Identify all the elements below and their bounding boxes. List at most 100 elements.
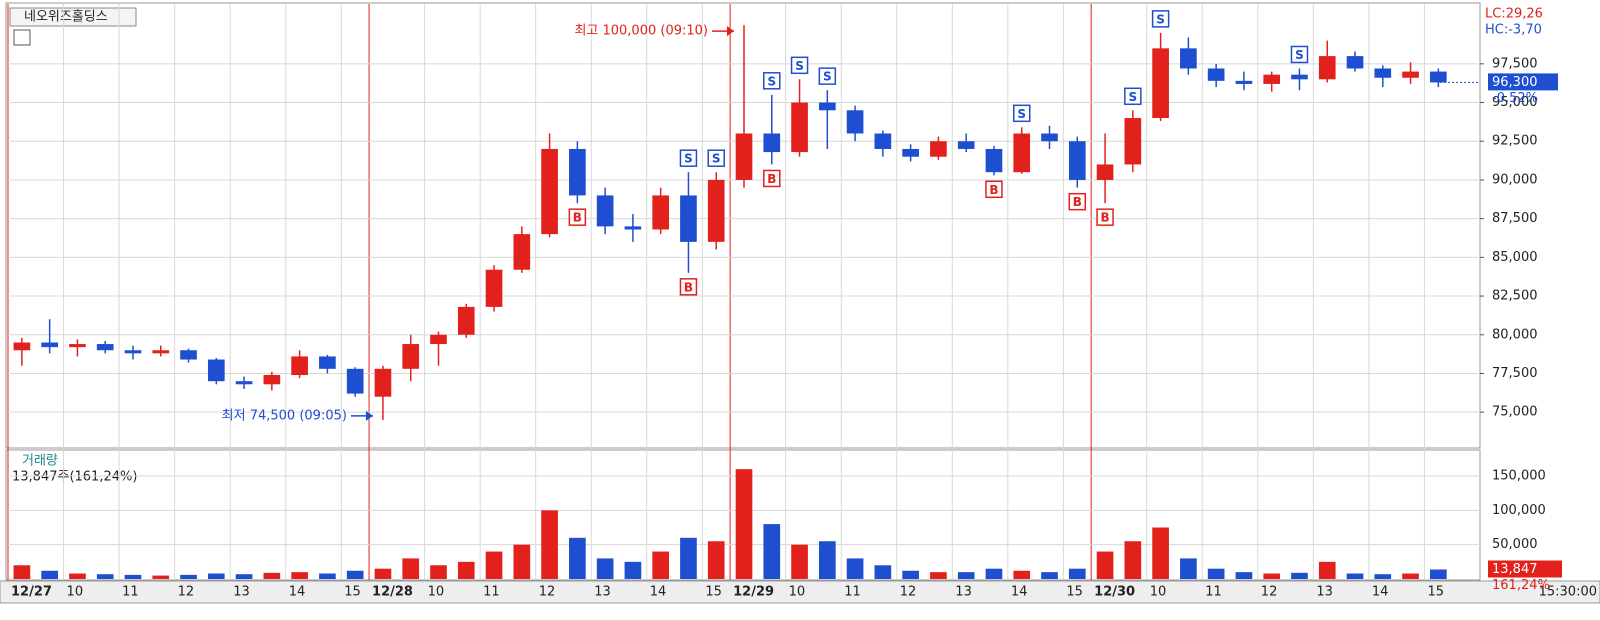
- volume-bar: [430, 565, 447, 579]
- signal-marker: [1096, 208, 1114, 226]
- candle-body: [1207, 68, 1225, 81]
- volume-bar: [207, 573, 225, 579]
- x-tick-label: 12: [1261, 585, 1278, 600]
- volume-bar: [319, 573, 336, 579]
- signal-marker: [1012, 104, 1031, 123]
- volume-bar: [485, 551, 503, 579]
- signal-marker: [1068, 192, 1087, 211]
- table-icon[interactable]: [13, 29, 31, 46]
- candle-body: [1263, 74, 1281, 84]
- candle-body: [902, 148, 919, 157]
- volume-bar: [1207, 568, 1225, 579]
- volume-bar: [1041, 572, 1058, 579]
- last-volume-box: [1488, 560, 1562, 578]
- candle-body: [735, 133, 753, 180]
- y-tick-label: 90,000: [1492, 172, 1538, 187]
- candle-body: [596, 195, 614, 227]
- x-tick-label: 14: [650, 585, 667, 600]
- candle-body: [1041, 133, 1058, 142]
- candle-body: [1318, 56, 1336, 80]
- x-tick-label: 10: [789, 585, 806, 600]
- candle-body: [624, 226, 642, 230]
- candle-body: [457, 306, 475, 335]
- x-tick-label: 12/30: [1094, 585, 1135, 600]
- volume-bar: [707, 541, 725, 579]
- volume-bar: [874, 565, 892, 579]
- x-tick-label: 10: [428, 585, 445, 600]
- volume-bar: [902, 570, 919, 579]
- volume-change: 161,24%: [1492, 578, 1550, 593]
- signal-label: B: [573, 211, 582, 225]
- candle-body: [319, 356, 336, 369]
- candle-body: [541, 148, 558, 235]
- title-box[interactable]: [9, 7, 137, 27]
- x-tick-label: 10: [67, 585, 84, 600]
- volume-subtitle: 13,847주(161,24%): [12, 470, 137, 485]
- signal-marker: [818, 67, 837, 85]
- volume-bar: [1402, 573, 1419, 579]
- volume-bar: [96, 574, 114, 579]
- candle-body: [180, 350, 197, 360]
- x-tick-label: 12: [900, 585, 917, 600]
- x-tick-label: 12/27: [11, 585, 52, 600]
- candle-body: [13, 342, 31, 351]
- candle-body: [291, 356, 308, 376]
- signal-marker: [1124, 87, 1142, 106]
- candle-body: [1124, 118, 1142, 165]
- candle-body: [1152, 48, 1169, 119]
- candle-body: [1180, 48, 1197, 69]
- volume-bar: [846, 558, 864, 579]
- last-price-box: [1488, 73, 1558, 91]
- x-tick-label: 12: [178, 585, 195, 600]
- signal-marker: [568, 208, 587, 226]
- signal-label: S: [767, 74, 776, 88]
- signal-label: S: [823, 70, 832, 84]
- lc-label: LC:29,26: [1485, 7, 1543, 22]
- candle-body: [485, 269, 503, 307]
- y-tick-label: 50,000: [1492, 537, 1538, 552]
- candle-body: [1402, 71, 1419, 78]
- candle-body: [818, 102, 836, 111]
- volume-bar: [1346, 573, 1364, 579]
- y-tick-label: 77,500: [1492, 366, 1538, 381]
- candle-body: [791, 102, 808, 153]
- candle-body: [374, 368, 392, 397]
- volume-bar: [624, 561, 642, 579]
- x-tick-label: 12/28: [372, 585, 413, 600]
- candle-body: [1068, 141, 1086, 180]
- y-tick-label: 100,000: [1492, 503, 1546, 518]
- candle-body: [874, 133, 892, 149]
- last-volume: 13,847: [1492, 562, 1538, 577]
- candle-body: [930, 141, 947, 157]
- x-tick-label: 11: [1205, 585, 1222, 600]
- x-tick-label: 15: [1066, 585, 1083, 600]
- x-tick-label: 12/29: [733, 585, 774, 600]
- x-tick-label: 12: [539, 585, 556, 600]
- volume-bar: [1096, 551, 1114, 579]
- volume-bar: [263, 572, 281, 579]
- volume-bar: [152, 575, 170, 579]
- x-axis-bar: [0, 580, 1600, 604]
- volume-bar: [1263, 573, 1281, 579]
- volume-bar: [13, 565, 31, 579]
- annotation-arrowhead: [727, 26, 734, 37]
- signal-label: B: [767, 172, 776, 186]
- x-tick-label: 15: [344, 585, 361, 600]
- signal-label: B: [989, 183, 998, 197]
- volume-bar: [457, 561, 475, 579]
- annotation: 최저 74,500 (09:05): [222, 408, 347, 423]
- volume-bar: [235, 574, 253, 579]
- x-tick-label: 11: [483, 585, 500, 600]
- stock-title: 네오위즈홀딩스: [24, 10, 108, 25]
- volume-bar: [1180, 558, 1197, 579]
- y-tick-label: 80,000: [1492, 327, 1538, 342]
- y-tick-label: 97,500: [1492, 56, 1538, 71]
- volume-bar: [1374, 574, 1392, 579]
- signal-marker: [1290, 45, 1309, 64]
- volume-bar: [41, 570, 58, 579]
- candle-body: [152, 350, 170, 354]
- volume-bar: [374, 568, 392, 579]
- candle-body: [1430, 71, 1447, 83]
- x-tick-label: 13: [233, 585, 250, 600]
- y-tick-label: 85,000: [1492, 250, 1538, 265]
